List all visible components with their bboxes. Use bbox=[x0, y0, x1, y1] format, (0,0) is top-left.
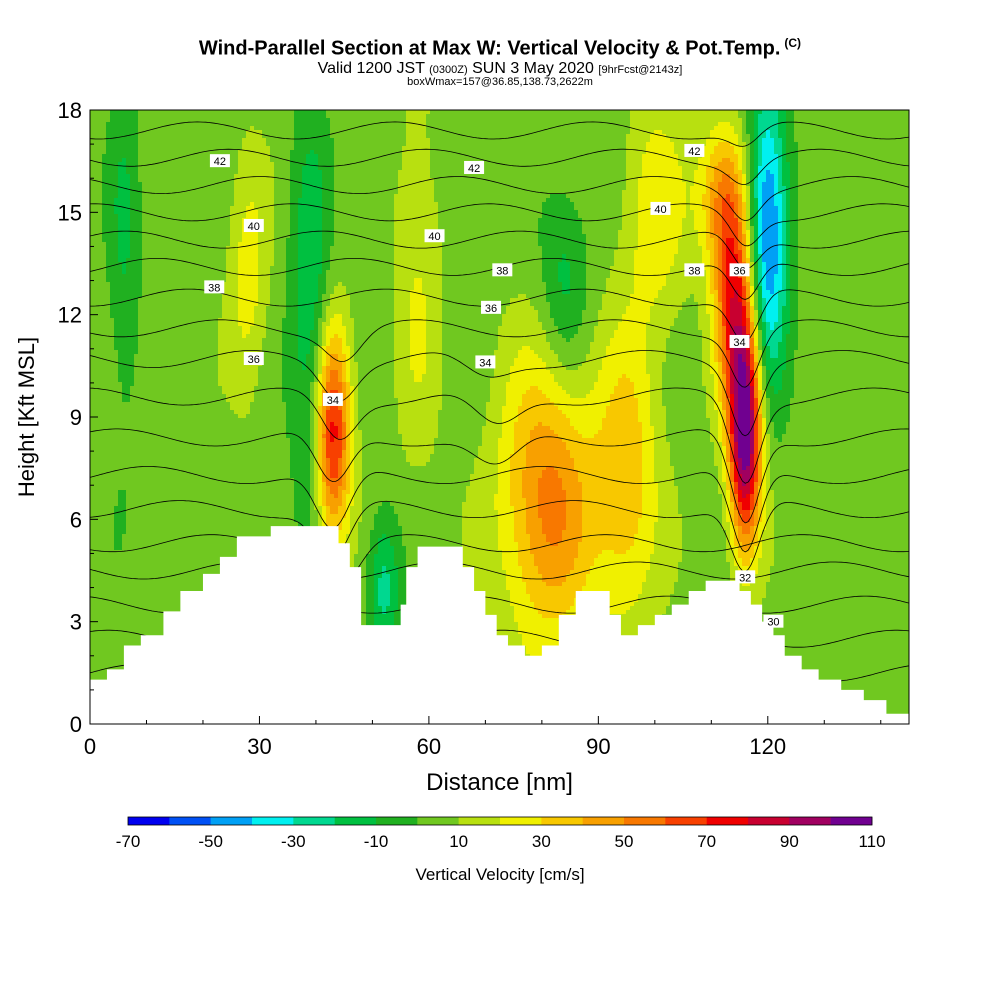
colorbar-tick-label: -50 bbox=[198, 832, 223, 851]
x-tick-label: 120 bbox=[749, 734, 786, 759]
theta-label: 40 bbox=[425, 229, 445, 243]
y-tick-label: 15 bbox=[58, 200, 82, 225]
y-tick-label: 3 bbox=[70, 610, 82, 635]
colorbar-swatch bbox=[335, 817, 377, 825]
colorbar-label: Vertical Velocity [cm/s] bbox=[415, 865, 584, 884]
cross-section-chart: 4242424040403838 383636363434343230 0 30 60… bbox=[0, 0, 1000, 1000]
theta-label: 40 bbox=[244, 219, 264, 233]
y-axis-label: Height [Kft MSL] bbox=[14, 337, 39, 497]
colorbar-swatch bbox=[169, 817, 211, 825]
x-tick-label: 0 bbox=[84, 734, 96, 759]
colorbar-swatch bbox=[707, 817, 749, 825]
theta-label: 38 bbox=[204, 280, 224, 294]
colorbar-tick-label: -70 bbox=[116, 832, 141, 851]
theta-label: 36 bbox=[244, 352, 264, 366]
theta-label: 42 bbox=[210, 154, 230, 168]
x-tick-label: 30 bbox=[247, 734, 271, 759]
colorbar-swatch bbox=[211, 817, 253, 825]
colorbar-tick-label: 110 bbox=[858, 832, 885, 851]
colorbar-swatch bbox=[459, 817, 501, 825]
colorbar-swatch bbox=[128, 817, 170, 825]
colorbar-tick-label: -30 bbox=[281, 832, 306, 851]
colorbar-tick-label: 30 bbox=[532, 832, 551, 851]
theta-label: 42 bbox=[464, 161, 484, 175]
colorbar-swatch bbox=[500, 817, 542, 825]
colorbar-tick-label: 70 bbox=[697, 832, 716, 851]
theta-label: 36 bbox=[730, 263, 750, 277]
theta-label: 38 bbox=[492, 263, 512, 277]
y-tick-label: 9 bbox=[70, 405, 82, 430]
x-axis-label: Distance [nm] bbox=[426, 769, 573, 796]
theta-label: 30 bbox=[763, 615, 783, 629]
colorbar-swatch bbox=[624, 817, 666, 825]
colorbar-tick-label: 50 bbox=[615, 832, 634, 851]
colorbar: -70 -50 -30 -10 10 30 50 70 90 110 Vertical Veloci… bbox=[116, 817, 886, 884]
theta-label: 34 bbox=[323, 393, 343, 407]
colorbar-swatch bbox=[293, 817, 335, 825]
y-tick-label: 0 bbox=[70, 712, 82, 737]
x-tick-label: 60 bbox=[417, 734, 441, 759]
theta-label: 42 bbox=[684, 144, 704, 158]
colorbar-swatch bbox=[748, 817, 790, 825]
colorbar-swatch bbox=[417, 817, 459, 825]
theta-label: 32 bbox=[735, 570, 755, 584]
colorbar-tick-label: 10 bbox=[449, 832, 468, 851]
colorbar-swatch bbox=[541, 817, 583, 825]
colorbar-swatch bbox=[376, 817, 418, 825]
theta-label: 40 bbox=[650, 202, 670, 216]
colorbar-swatch bbox=[831, 817, 873, 825]
theta-label: 36 bbox=[481, 301, 501, 315]
theta-label: 38 bbox=[684, 263, 704, 277]
colorbar-swatch bbox=[789, 817, 831, 825]
y-tick-label: 18 bbox=[58, 98, 82, 123]
colorbar-tick-label: -10 bbox=[364, 832, 389, 851]
y-tick-label: 12 bbox=[58, 303, 82, 328]
theta-label: 34 bbox=[475, 355, 495, 369]
colorbar-swatch bbox=[583, 817, 625, 825]
x-tick-label: 90 bbox=[586, 734, 610, 759]
theta-label: 34 bbox=[730, 335, 750, 349]
y-tick-label: 6 bbox=[70, 507, 82, 532]
colorbar-swatch bbox=[252, 817, 294, 825]
colorbar-swatch bbox=[665, 817, 707, 825]
colorbar-tick-label: 90 bbox=[780, 832, 799, 851]
